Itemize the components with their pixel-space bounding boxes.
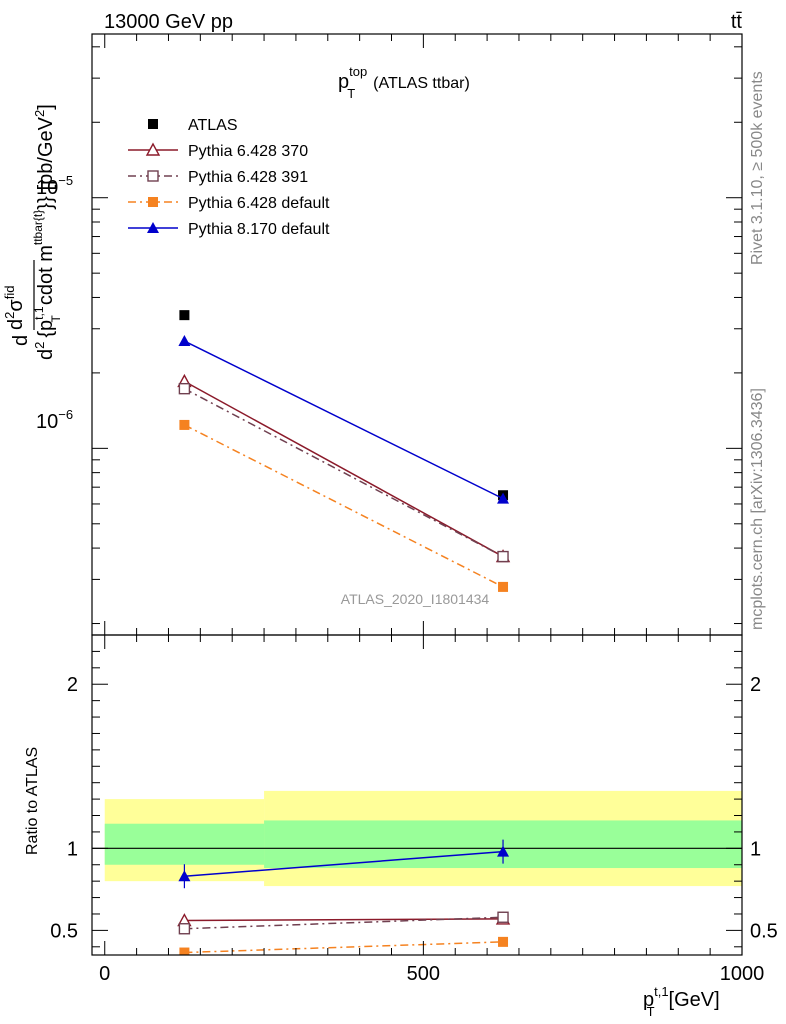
- xlabel-sub: T: [647, 1004, 655, 1019]
- analysis-watermark: ATLAS_2020_I1801434: [341, 591, 490, 607]
- ylabel-sigma: σ: [5, 299, 27, 312]
- point-pythia-6-428-default-0: [179, 419, 190, 430]
- ylabel-num: d: [5, 319, 27, 330]
- legend-marker-pythia-6-428-391: [147, 170, 159, 182]
- y-tick-label-1e-6: 10−6: [36, 407, 73, 433]
- ylabel-den: d: [35, 349, 57, 360]
- legend-marker-pythia-6-428-370: [145, 142, 161, 156]
- series-line-pythia-6-428-370: [184, 380, 504, 558]
- ratio-axis-ticks: 0.5 0.5 1 1 2 2 0 500 1000: [50, 634, 778, 985]
- uncertainty-band-green-0: [104, 823, 265, 865]
- rivet-label: Rivet 3.1.10, ≥ 500k events: [749, 71, 766, 265]
- x-tick-label: 0: [99, 963, 110, 985]
- ylabel-sigma-sup: fid: [2, 286, 17, 300]
- legend-label-atlas: ATLAS: [188, 117, 238, 134]
- ylabel-den-rest: cdot m: [35, 245, 57, 305]
- xlabel-unit: [GeV]: [669, 989, 720, 1011]
- main-plot-data: [177, 310, 511, 592]
- ratio-point-pythia-6-428-default-0: [179, 947, 190, 955]
- ratio-plot-data: [177, 839, 511, 955]
- series-line-pythia-6-428-391: [184, 388, 504, 558]
- ratio-panel-background: [92, 790, 742, 887]
- ratio-y-tick-label: 0.5: [50, 920, 78, 942]
- point-atlas-0: [179, 310, 190, 321]
- ylabel-den-p: {p: [35, 320, 57, 338]
- y-tick-label-1e-5: 10−5: [36, 173, 73, 199]
- main-y-label: d: [10, 335, 32, 346]
- energy-label: 13000 GeV pp: [104, 11, 233, 33]
- ratio-line-pythia-8-170-default: [184, 850, 504, 877]
- ratio-line-pythia-6-428-391: [184, 916, 504, 930]
- x-tick-label: 500: [407, 963, 440, 985]
- x-axis-label: pt,1 T [GeV]: [643, 984, 720, 1019]
- ratio-y-label: Ratio to ATLAS: [24, 747, 41, 855]
- ylabel-unit-sup: 2: [32, 110, 47, 117]
- ratio-panel-frame: [91, 634, 743, 956]
- legend: ATLAS Pythia 6.428 370 Pythia 6.428 391 Pyt…: [128, 117, 330, 238]
- xlabel-sup: t,1: [654, 984, 668, 999]
- y-tick-1e-6-base: 10: [36, 411, 58, 433]
- ylabel-num-sup: 2: [2, 312, 17, 319]
- y-tick-1e-6-exp: −6: [58, 407, 73, 422]
- ylabel-d: d: [10, 335, 32, 346]
- point-pythia-6-428-391-1: [497, 550, 509, 563]
- process-label: tt̄: [731, 11, 743, 33]
- series-line-pythia-8-170-default: [184, 340, 504, 500]
- point-pythia-6-428-default-1: [498, 581, 509, 592]
- main-y-label-denominator: d2{pt,1 Tcdot mttbar{t}}}[pb/GeV2]: [31, 104, 63, 360]
- series-line-pythia-6-428-default: [184, 424, 504, 588]
- y-tick-1e-5-base: 10: [36, 177, 58, 199]
- ratio-point-pythia-8-170-default-1: [497, 845, 510, 857]
- x-tick-label: 1000: [720, 963, 765, 985]
- ylabel-unit: [pb/GeV: [35, 116, 57, 190]
- title-sup: top: [349, 64, 367, 79]
- main-axis-ticks: [92, 34, 743, 635]
- point-pythia-8-170-default-1: [497, 492, 510, 504]
- legend-label-pythia-6-428-default: Pythia 6.428 default: [188, 195, 330, 212]
- ylabel-den-p-sup: t,1: [32, 306, 46, 320]
- ylabel-den-close: }}: [35, 196, 57, 210]
- title-base: p: [338, 71, 349, 93]
- ratio-y-tick-label-right: 0.5: [750, 920, 778, 942]
- legend-label-pythia-6-428-391: Pythia 6.428 391: [188, 169, 308, 186]
- title-sub: T: [347, 86, 355, 101]
- ylabel-den-p-sub: T: [49, 314, 63, 322]
- ratio-point-pythia-8-170-default-0: [178, 870, 191, 882]
- y-tick-1e-5-exp: −5: [58, 173, 73, 188]
- point-pythia-6-428-391-0: [178, 382, 191, 395]
- ratio-y-tick-label: 2: [67, 674, 78, 696]
- title-rest: (ATLAS ttbar): [373, 75, 470, 92]
- ratio-point-pythia-6-428-391-1: [497, 911, 509, 923]
- ratio-y-tick-label-right: 1: [750, 838, 761, 860]
- ratio-y-tick-label: 1: [67, 838, 78, 860]
- ratio-point-pythia-6-428-391-0: [178, 923, 191, 935]
- ylabel-unit-close: ]: [35, 104, 57, 110]
- main-y-label-numerator: d2σfid: [2, 286, 27, 330]
- ratio-point-pythia-6-428-default-1: [498, 936, 509, 947]
- ratio-line-pythia-6-428-default: [184, 941, 504, 954]
- ylabel-den-sup: 2: [32, 342, 47, 349]
- legend-marker-pythia-8-170-default: [147, 222, 159, 233]
- legend-label-pythia-6-428-370: Pythia 6.428 370: [188, 143, 308, 160]
- legend-label-pythia-8-170-default: Pythia 8.170 default: [188, 221, 330, 238]
- xlabel-base: p: [643, 989, 654, 1011]
- legend-marker-pythia-6-428-default: [148, 197, 158, 207]
- ylabel-den-m-sup: ttbar{t}: [31, 210, 45, 245]
- ratio-y-tick-label-right: 2: [750, 674, 761, 696]
- mcplots-label: mcplots.cern.ch [arXiv:1306.3436]: [749, 388, 766, 630]
- main-title: ptop T (ATLAS ttbar): [338, 64, 470, 101]
- point-pythia-8-170-default-0: [178, 335, 191, 347]
- legend-marker-atlas: [148, 119, 158, 129]
